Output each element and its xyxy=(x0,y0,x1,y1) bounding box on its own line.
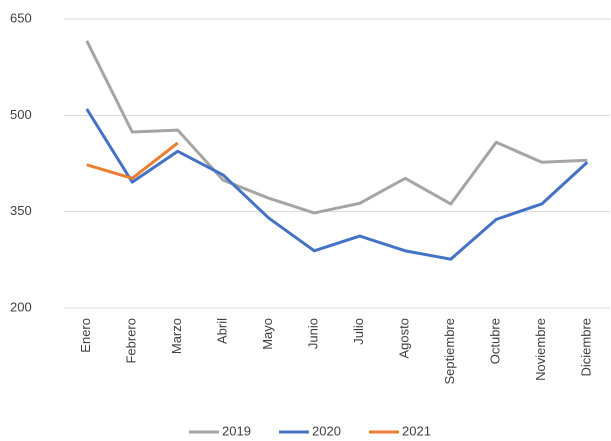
x-tick-label: Diciembre xyxy=(579,318,594,377)
y-tick-label: 350 xyxy=(10,203,32,218)
x-tick-label: Septiembre xyxy=(442,318,457,384)
y-tick-label: 500 xyxy=(10,107,32,122)
x-tick-label: Noviembre xyxy=(533,318,548,381)
y-tick-label: 200 xyxy=(10,299,32,314)
line-series xyxy=(86,141,179,180)
line-series xyxy=(85,40,588,215)
x-tick-label: Febrero xyxy=(124,318,139,364)
legend-label: 2019 xyxy=(222,423,251,438)
x-tick-label: Enero xyxy=(78,318,93,353)
line-series xyxy=(85,108,589,261)
x-tick-label: Junio xyxy=(306,318,321,349)
legend-label: 2020 xyxy=(312,423,341,438)
x-tick-label: Abril xyxy=(215,318,230,344)
x-tick-label: Agosto xyxy=(397,318,412,358)
y-tick-label: 650 xyxy=(10,10,32,25)
x-tick-label: Octubre xyxy=(488,318,503,364)
x-tick-label: Mayo xyxy=(260,318,275,350)
legend-label: 2021 xyxy=(402,423,431,438)
x-tick-label: Julio xyxy=(351,318,366,345)
x-tick-label: Marzo xyxy=(169,318,184,354)
